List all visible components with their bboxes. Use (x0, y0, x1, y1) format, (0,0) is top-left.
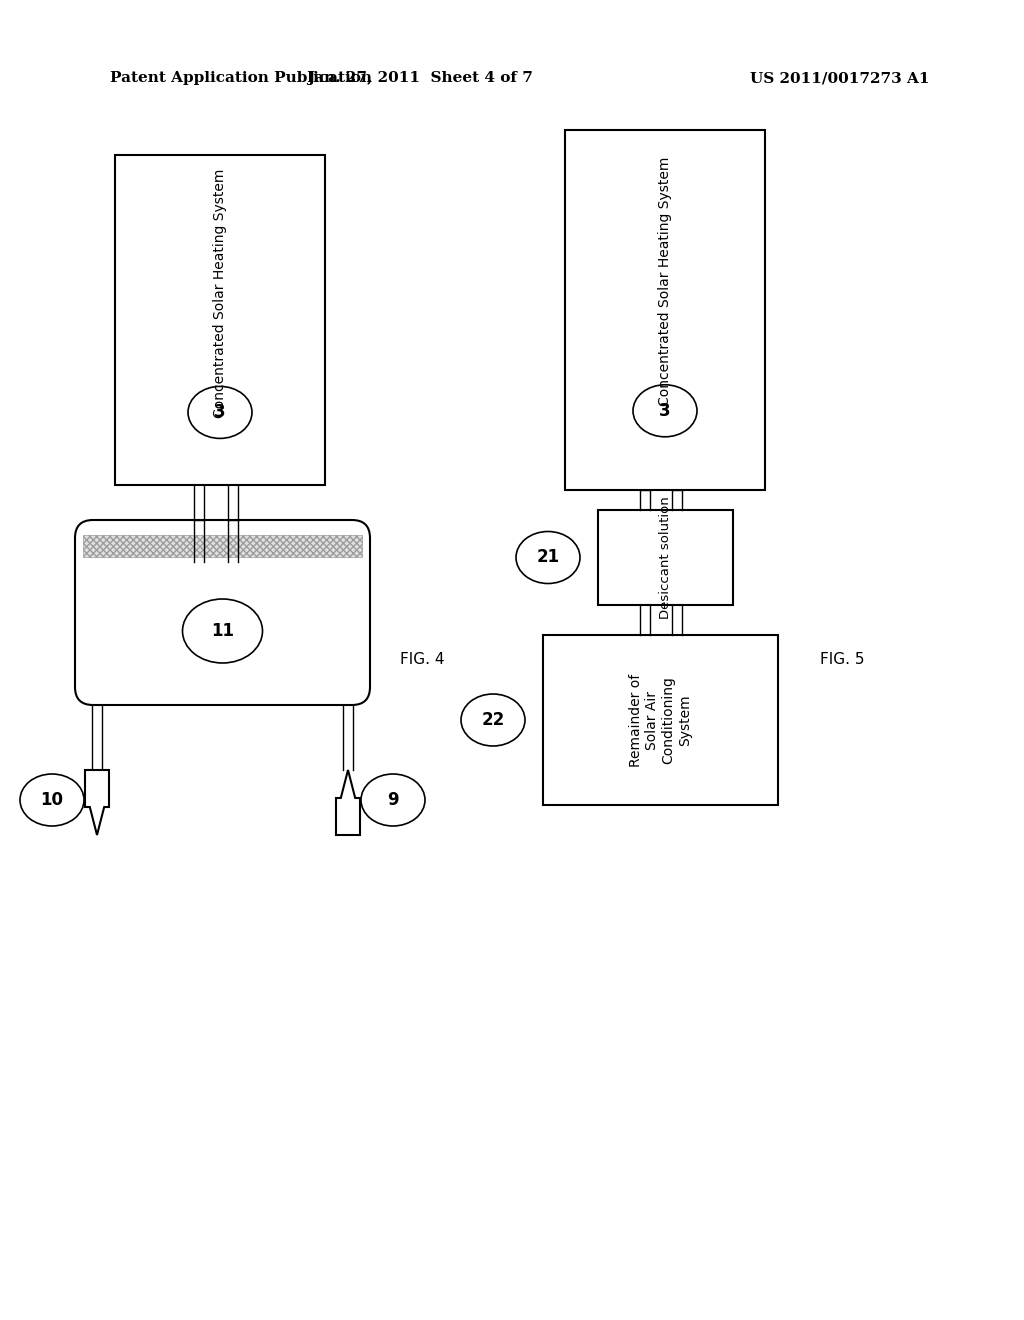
Text: 3: 3 (659, 401, 671, 420)
Text: 10: 10 (41, 791, 63, 809)
Ellipse shape (461, 694, 525, 746)
Text: Patent Application Publication: Patent Application Publication (110, 71, 372, 84)
Bar (543, 635, 778, 805)
Text: Desiccant solution: Desiccant solution (659, 496, 672, 619)
Ellipse shape (633, 385, 697, 437)
Ellipse shape (361, 774, 425, 826)
Ellipse shape (516, 532, 580, 583)
Text: FIG. 5: FIG. 5 (820, 652, 864, 668)
Ellipse shape (188, 387, 252, 438)
Text: 22: 22 (481, 711, 505, 729)
Bar (115, 154, 325, 484)
Text: US 2011/0017273 A1: US 2011/0017273 A1 (750, 71, 930, 84)
Text: Concentrated Solar Heating System: Concentrated Solar Heating System (658, 157, 672, 405)
Bar (83, 535, 362, 557)
Bar (598, 510, 733, 605)
Ellipse shape (20, 774, 84, 826)
Text: FIG. 4: FIG. 4 (400, 652, 444, 668)
Polygon shape (336, 770, 360, 836)
Text: 11: 11 (211, 622, 234, 640)
Text: Jan. 27, 2011  Sheet 4 of 7: Jan. 27, 2011 Sheet 4 of 7 (307, 71, 532, 84)
Ellipse shape (182, 599, 262, 663)
Polygon shape (85, 770, 109, 836)
FancyBboxPatch shape (75, 520, 370, 705)
Text: 9: 9 (387, 791, 398, 809)
Text: Remainder of
Solar Air
Conditioning
System: Remainder of Solar Air Conditioning Syst… (629, 673, 692, 767)
Text: 3: 3 (214, 404, 226, 421)
Bar (565, 129, 765, 490)
Text: 21: 21 (537, 549, 559, 566)
Text: Concentrated Solar Heating System: Concentrated Solar Heating System (213, 169, 227, 418)
